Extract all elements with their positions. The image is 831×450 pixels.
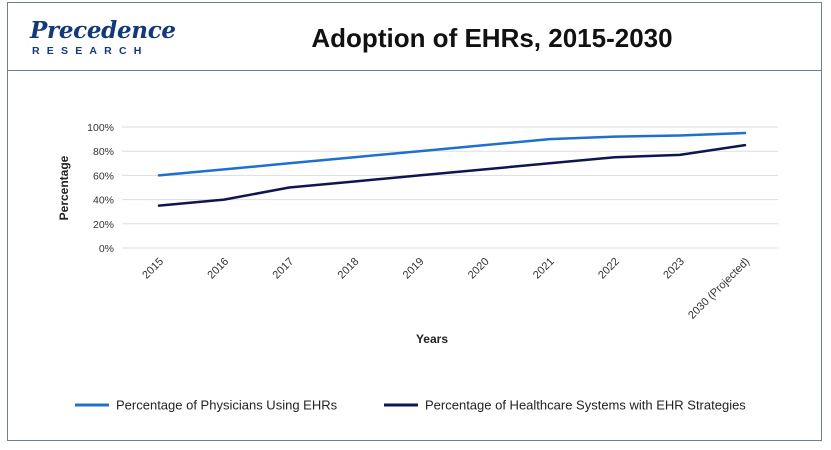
series-line-1 [157, 131, 747, 177]
y-tick-label: 80% [93, 146, 114, 158]
y-tick-label: 60% [93, 170, 114, 182]
data-point [743, 131, 747, 135]
data-point [287, 161, 291, 165]
data-point [613, 155, 617, 159]
x-tick-label: 2030 (Projected) [686, 256, 752, 322]
logo: Precedence RESEARCH [30, 17, 176, 61]
data-point [613, 135, 617, 139]
data-point [548, 137, 552, 141]
series-line-2 [157, 143, 747, 207]
y-tick-label: 0% [99, 243, 114, 255]
logo-wordmark: Precedence [30, 17, 176, 44]
x-tick-label: 2020 [466, 256, 492, 282]
series-lines [157, 131, 747, 208]
y-tick-label: 20% [93, 219, 114, 231]
legend-label: Percentage of Physicians Using EHRs [116, 398, 338, 413]
y-tick-label: 100% [87, 122, 114, 134]
y-axis-label: Percentage [57, 155, 71, 220]
y-tick-label: 40% [93, 195, 114, 207]
x-tick-label: 2018 [336, 256, 362, 282]
data-point [483, 143, 487, 147]
x-tick-label: 2023 [661, 256, 687, 282]
x-tick-label: 2016 [205, 256, 231, 282]
legend-label: Percentage of Healthcare Systems with EH… [425, 398, 746, 413]
x-tick-label: 2021 [531, 256, 557, 282]
data-point [417, 173, 421, 177]
data-point [678, 153, 682, 157]
x-tick-label: 2022 [596, 256, 622, 282]
data-point [157, 173, 161, 177]
y-axis-ticks: 0% 20% 40% 60% 80% 100% [87, 122, 114, 255]
data-point [222, 167, 226, 171]
x-tick-label: 2019 [401, 256, 427, 282]
chart-frame: Precedence RESEARCH Adoption of EHRs, 20… [7, 2, 822, 441]
data-point [678, 133, 682, 137]
data-point [222, 198, 226, 202]
data-point [352, 179, 356, 183]
data-point [483, 167, 487, 171]
legend: Percentage of Physicians Using EHRs Perce… [75, 398, 746, 413]
x-tick-label: 2017 [271, 256, 297, 282]
data-point [157, 204, 161, 208]
x-tick-label: 2015 [140, 256, 166, 282]
header: Precedence RESEARCH Adoption of EHRs, 20… [8, 3, 821, 71]
data-point [287, 186, 291, 190]
x-axis-ticks: 2015 2016 2017 2018 2019 2020 2021 2022 2023 2030… [140, 256, 752, 322]
data-point [417, 149, 421, 153]
data-point [743, 143, 747, 147]
grid [122, 126, 778, 249]
chart-title: Adoption of EHRs, 2015-2030 [311, 23, 673, 53]
x-axis-label: Years [416, 332, 448, 346]
data-point [548, 161, 552, 165]
logo-subtitle: RESEARCH [32, 45, 149, 57]
data-point [352, 155, 356, 159]
